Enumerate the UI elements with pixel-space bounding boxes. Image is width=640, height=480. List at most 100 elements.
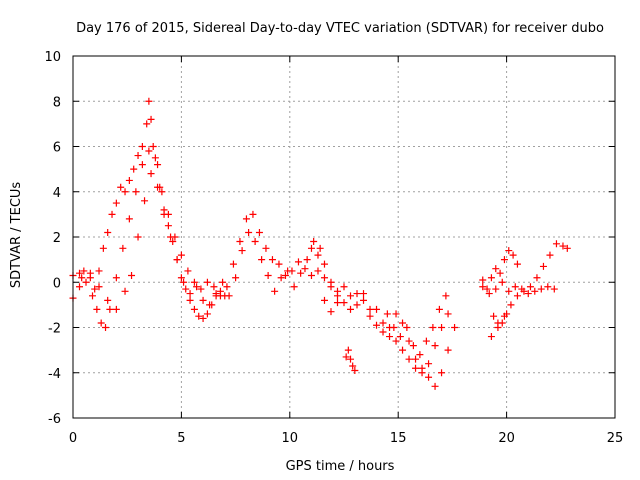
series-track-f — [342, 346, 359, 374]
data-point — [500, 256, 508, 264]
data-point — [132, 188, 140, 196]
data-point — [160, 210, 168, 218]
data-point — [232, 274, 240, 282]
series-track-c — [78, 170, 324, 313]
data-point — [76, 283, 84, 291]
data-point — [82, 278, 90, 286]
data-point — [320, 274, 328, 282]
data-point — [425, 373, 433, 381]
y-tick-label: 10 — [44, 50, 61, 65]
data-point — [164, 222, 172, 230]
data-point — [167, 233, 175, 241]
data-point — [249, 210, 257, 218]
data-point — [485, 290, 493, 298]
data-point — [429, 324, 437, 331]
data-point — [438, 324, 446, 331]
data-point — [112, 274, 120, 282]
data-point — [442, 292, 450, 300]
data-point — [138, 143, 146, 150]
data-point — [143, 120, 151, 128]
data-point — [95, 283, 103, 291]
data-point — [310, 238, 318, 246]
data-point — [320, 260, 328, 268]
data-point — [483, 285, 491, 293]
data-point — [409, 342, 417, 350]
data-point — [347, 355, 355, 363]
data-points — [69, 97, 571, 390]
data-point — [340, 283, 348, 291]
data-point — [546, 251, 554, 259]
data-point — [344, 346, 352, 354]
data-point — [307, 271, 315, 279]
series-track-d — [307, 244, 452, 377]
data-point — [186, 296, 194, 304]
data-point — [102, 324, 110, 331]
x-tick-label: 20 — [498, 431, 515, 446]
data-point — [496, 269, 504, 277]
data-point — [316, 244, 324, 252]
data-point — [271, 287, 279, 295]
data-point — [193, 283, 201, 291]
data-point — [104, 296, 112, 304]
x-tick-label: 15 — [390, 431, 407, 446]
data-point — [206, 301, 214, 309]
data-point — [268, 256, 276, 264]
data-point — [78, 274, 86, 282]
data-point — [353, 301, 361, 309]
data-point — [190, 305, 198, 313]
data-point — [351, 366, 359, 374]
data-point — [154, 183, 162, 191]
grid-lines — [73, 56, 615, 418]
data-point — [307, 244, 315, 252]
data-point — [290, 283, 298, 291]
data-point — [236, 238, 244, 246]
data-point — [119, 244, 127, 252]
series-track-k — [490, 310, 511, 331]
data-point — [314, 267, 322, 275]
data-point — [353, 290, 361, 298]
data-point — [320, 296, 328, 304]
data-point — [134, 233, 142, 241]
data-point — [405, 337, 413, 345]
data-point — [396, 333, 404, 341]
series-track-g — [383, 292, 450, 359]
data-point — [431, 342, 439, 350]
y-tick-label: 0 — [53, 276, 61, 291]
data-point — [412, 364, 420, 372]
data-point — [184, 267, 192, 275]
y-tick-label: 8 — [53, 95, 61, 110]
data-point — [301, 265, 309, 273]
data-point — [223, 283, 231, 291]
series-track-i — [479, 247, 521, 293]
data-point — [95, 267, 103, 275]
data-point — [128, 271, 136, 279]
data-point — [509, 251, 517, 259]
data-point — [490, 312, 498, 320]
data-point — [479, 276, 487, 284]
data-point — [492, 285, 500, 293]
x-tick-label: 5 — [177, 431, 185, 446]
y-tick-label: -6 — [48, 412, 61, 427]
data-point — [498, 278, 506, 286]
data-point — [366, 312, 374, 320]
data-point — [505, 287, 513, 295]
data-point — [412, 355, 420, 363]
data-point — [373, 305, 381, 313]
data-point — [264, 271, 272, 279]
data-point — [511, 283, 519, 291]
data-point — [479, 283, 487, 291]
data-point — [130, 165, 138, 173]
data-point — [180, 278, 188, 286]
data-point — [76, 269, 84, 277]
data-point — [366, 305, 374, 313]
data-point — [373, 321, 381, 329]
data-point — [503, 310, 511, 318]
data-point — [158, 188, 166, 196]
data-point — [145, 97, 153, 105]
data-point — [186, 290, 194, 298]
data-point — [112, 199, 120, 207]
data-point — [112, 305, 120, 313]
data-point — [563, 244, 571, 252]
data-point — [134, 152, 142, 160]
data-point — [327, 308, 335, 316]
